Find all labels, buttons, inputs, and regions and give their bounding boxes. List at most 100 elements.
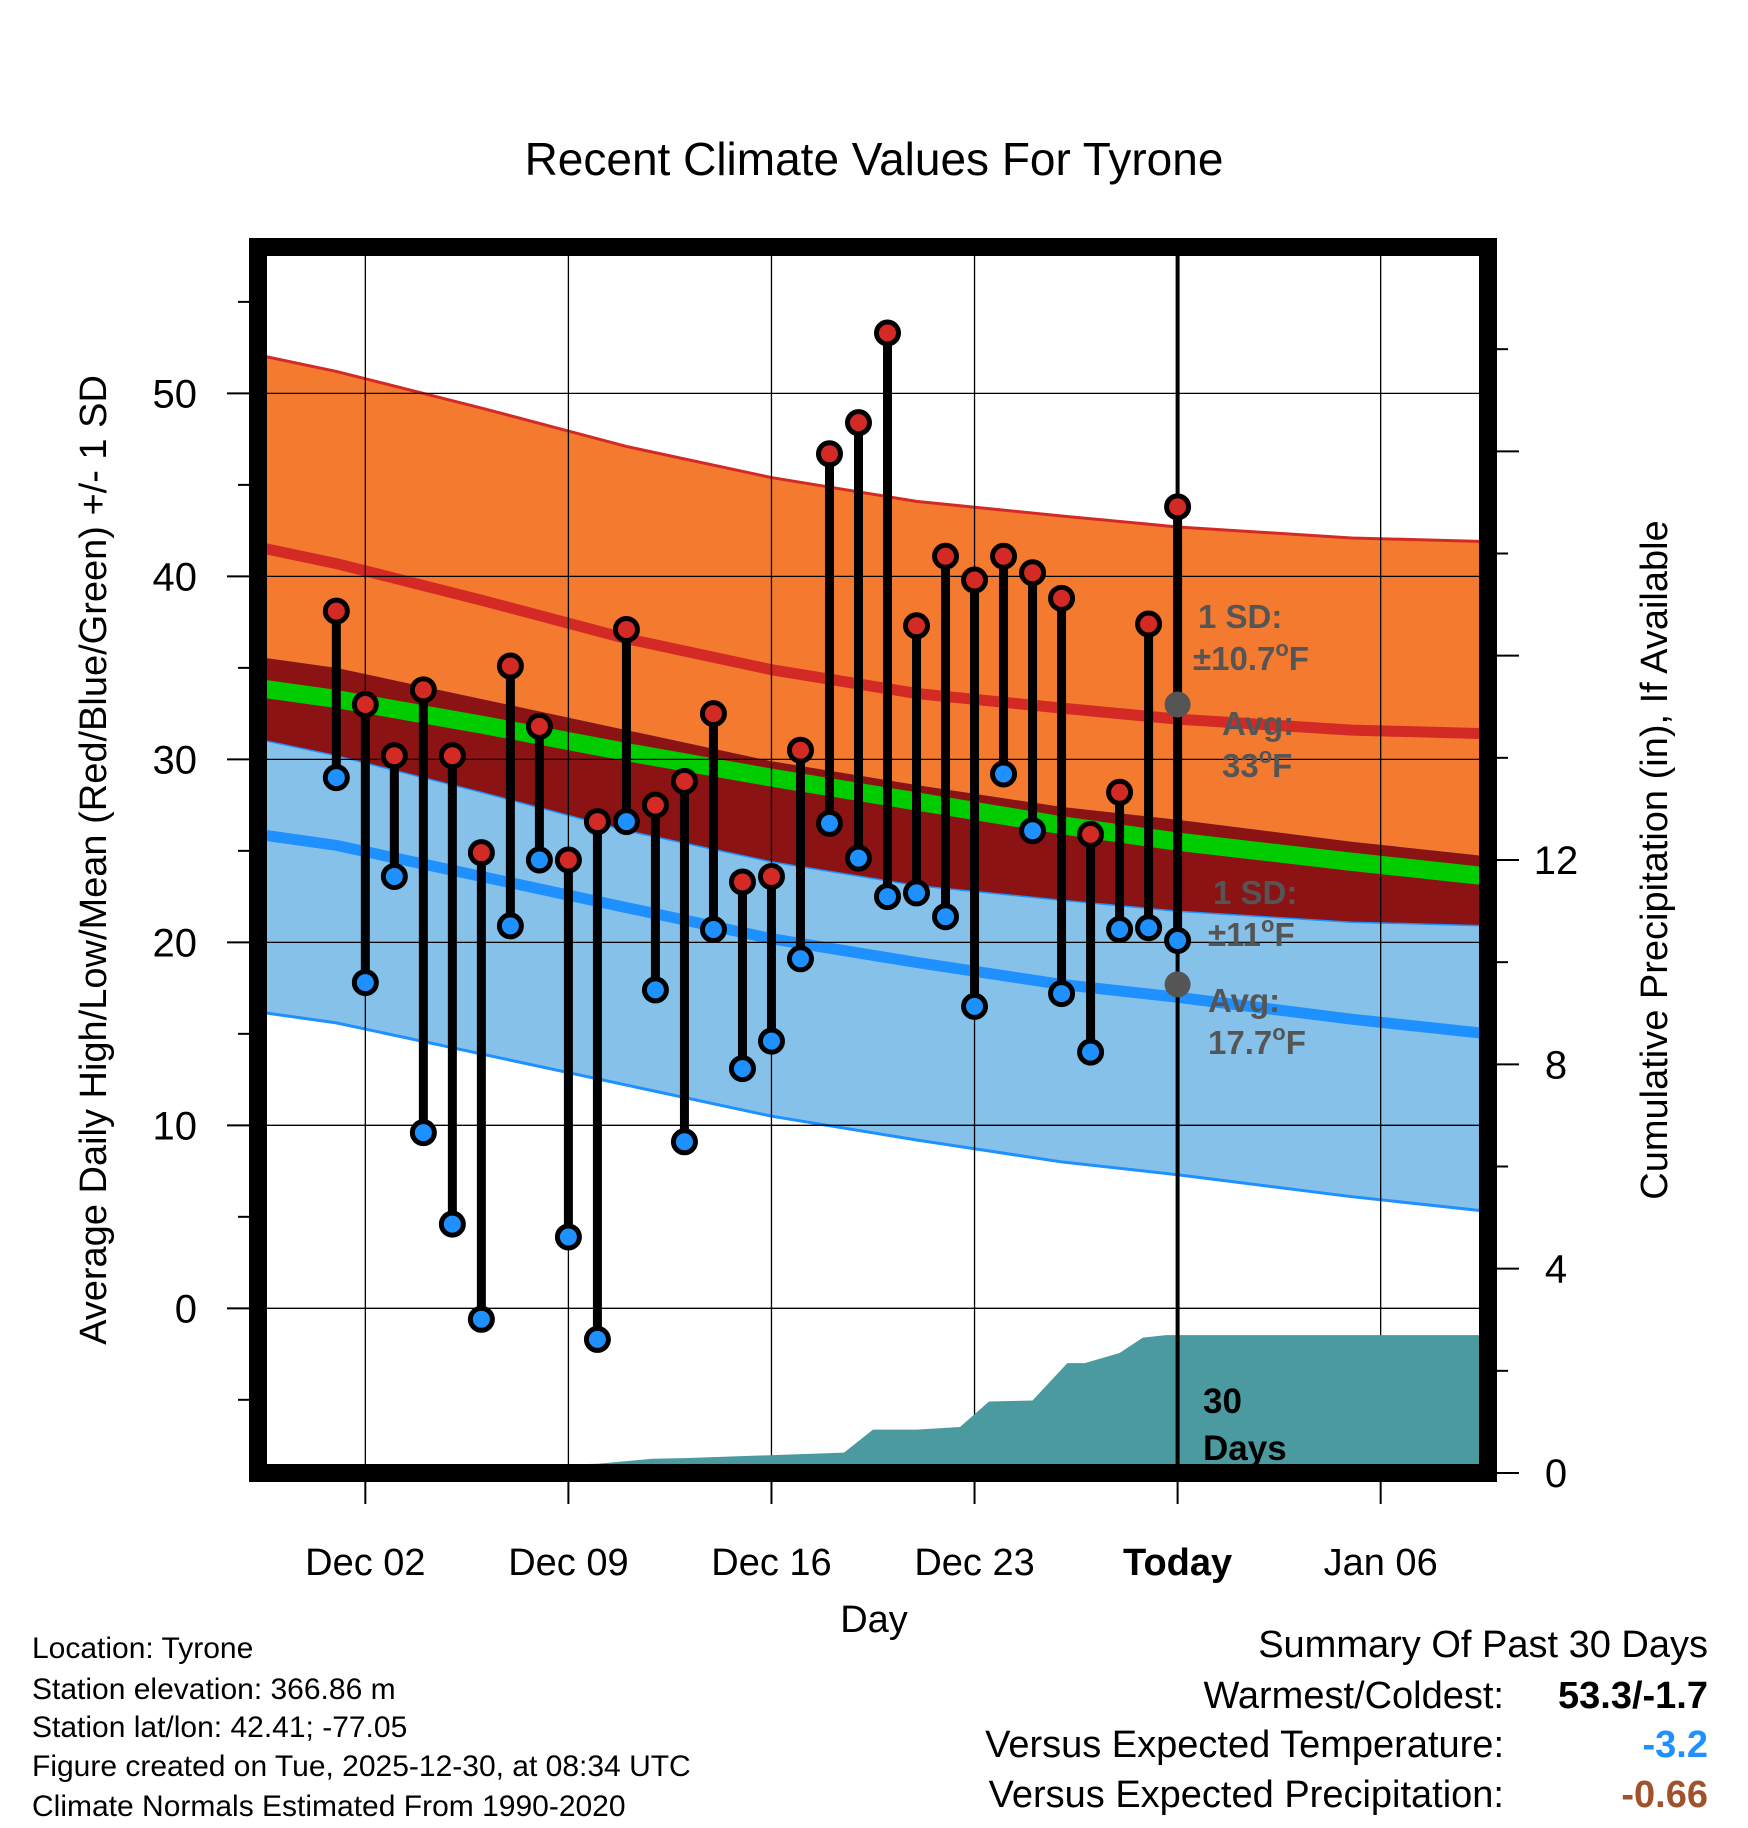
high-avg-marker [1164, 691, 1191, 718]
daily-high-point [932, 542, 960, 570]
low-avg-marker [1164, 971, 1191, 998]
summary-temp-value: -3.2 [1642, 1724, 1708, 1766]
low-avg-label-1: Avg: [1208, 982, 1280, 1019]
daily-low-point [1164, 927, 1192, 955]
x-tick-label: Jan 06 [1324, 1542, 1438, 1584]
daily-high-point [438, 742, 466, 770]
x-axis-label: Day [840, 1599, 908, 1641]
y2-tick-label: 0 [1545, 1452, 1567, 1496]
high-sd-label-2-part: o [1275, 636, 1288, 661]
daily-high-point [670, 767, 698, 795]
high-sd-label-2-part: ±10.7 [1193, 640, 1275, 677]
daily-low-point [1048, 980, 1076, 1008]
summary-warm-cold: Warmest/Coldest: 53.3/-1.7 [1203, 1677, 1708, 1715]
y2-axis-label: Cumulative Precipitation (in), If Availa… [1634, 520, 1676, 1199]
info-elevation: Station elevation: 366.86 m [32, 1673, 396, 1706]
daily-low-point [990, 760, 1018, 788]
daily-low-point [583, 1325, 611, 1353]
daily-high-point [496, 652, 524, 680]
daily-high-point [961, 566, 989, 594]
daily-low-point [525, 846, 553, 874]
daily-high-point [467, 839, 495, 867]
summary-warm-cold-label: Warmest/Coldest: [1203, 1675, 1504, 1717]
daily-high-point [1077, 820, 1105, 848]
daily-high-point [409, 676, 437, 704]
daily-high-point [351, 690, 379, 718]
precipitation-area [258, 1335, 1488, 1473]
low-sd-label-1-part: 1 SD: [1213, 874, 1297, 911]
y-tick-label: 40 [153, 555, 198, 599]
daily-low-point [438, 1210, 466, 1238]
daily-high-point [990, 542, 1018, 570]
daily-low-point [844, 844, 872, 872]
daily-high-point [322, 597, 350, 625]
summary-precip-label: Versus Expected Precipitation: [988, 1774, 1504, 1816]
daily-high-point [786, 736, 814, 764]
daily-low-point [815, 809, 843, 837]
daily-high-point [728, 868, 756, 896]
x-tick-label: Dec 09 [508, 1542, 628, 1584]
daily-high-point [874, 319, 902, 347]
daily-low-point [612, 808, 640, 836]
daily-low-point [409, 1119, 437, 1147]
low-sd-label-2-part: ±11 [1208, 916, 1261, 953]
low-avg-label-2-part: 17.7 [1208, 1024, 1272, 1061]
x-tick-label: Dec 16 [711, 1542, 831, 1584]
high-normal-line [258, 541, 1488, 740]
info-location: Location: Tyrone [32, 1632, 254, 1665]
daily-low-point [903, 879, 931, 907]
info-created: Figure created on Tue, 2025-12-30, at 08… [32, 1750, 691, 1783]
low-sd-label-2-part: o [1261, 912, 1274, 937]
daily-low-point [728, 1055, 756, 1083]
low-avg-label-2: 17.7oF [1208, 1020, 1306, 1061]
y-tick-label: 0 [175, 1287, 197, 1331]
x-tick-label: Dec 02 [305, 1542, 425, 1584]
daily-low-point [1077, 1038, 1105, 1066]
low-avg-label-2-part: F [1286, 1024, 1306, 1061]
y-tick-label: 30 [153, 738, 198, 782]
low-avg-label-1-part: Avg: [1208, 982, 1280, 1019]
daily-low-point [467, 1305, 495, 1333]
daily-high-point [1164, 493, 1192, 521]
daily-low-point [786, 945, 814, 973]
daily-high-point [1106, 778, 1134, 806]
daily-low-point [351, 969, 379, 997]
days-label-1: 30 [1203, 1382, 1242, 1421]
low-normal-line [258, 828, 1488, 1040]
y-tick-label: 50 [153, 372, 198, 416]
daily-low-point [641, 976, 669, 1004]
info-normals-period: Climate Normals Estimated From 1990-2020 [32, 1790, 626, 1823]
daily-low-point [1106, 916, 1134, 944]
daily-low-point [874, 883, 902, 911]
y2-tick-label: 4 [1545, 1248, 1567, 1292]
y2-tick-label: 12 [1534, 839, 1579, 883]
daily-high-point [583, 808, 611, 836]
x-tick-label: Dec 23 [914, 1542, 1034, 1584]
summary-temp: Versus Expected Temperature: -3.2 [985, 1726, 1708, 1764]
daily-low-point [1019, 817, 1047, 845]
high-sd-label-1: 1 SD: [1198, 598, 1282, 635]
summary-precip: Versus Expected Precipitation: -0.66 [989, 1776, 1708, 1814]
daily-low-point [757, 1027, 785, 1055]
daily-low-point [670, 1128, 698, 1156]
daily-low-point [932, 903, 960, 931]
low-avg-label-2-part: o [1272, 1020, 1285, 1045]
high-avg-label-2-part: o [1259, 743, 1272, 768]
summary-title: Summary Of Past 30 Days [1258, 1624, 1708, 1666]
high-avg-label-2: 33oF [1222, 743, 1292, 784]
daily-high-point [815, 440, 843, 468]
summary-warm-cold-value: 53.3/-1.7 [1558, 1675, 1708, 1717]
daily-low-point [699, 916, 727, 944]
high-sd-lower-line [258, 738, 1488, 927]
summary-temp-label: Versus Expected Temperature: [985, 1724, 1504, 1766]
low-sd-lower-line [258, 1010, 1488, 1213]
daily-high-point [1048, 584, 1076, 612]
daily-high-point [380, 742, 408, 770]
daily-high-point [699, 700, 727, 728]
daily-high-point [844, 409, 872, 437]
daily-high-point [1135, 610, 1163, 638]
daily-high-point [1019, 559, 1047, 587]
daily-low-point [961, 992, 989, 1020]
y-tick-label: 10 [153, 1104, 198, 1148]
